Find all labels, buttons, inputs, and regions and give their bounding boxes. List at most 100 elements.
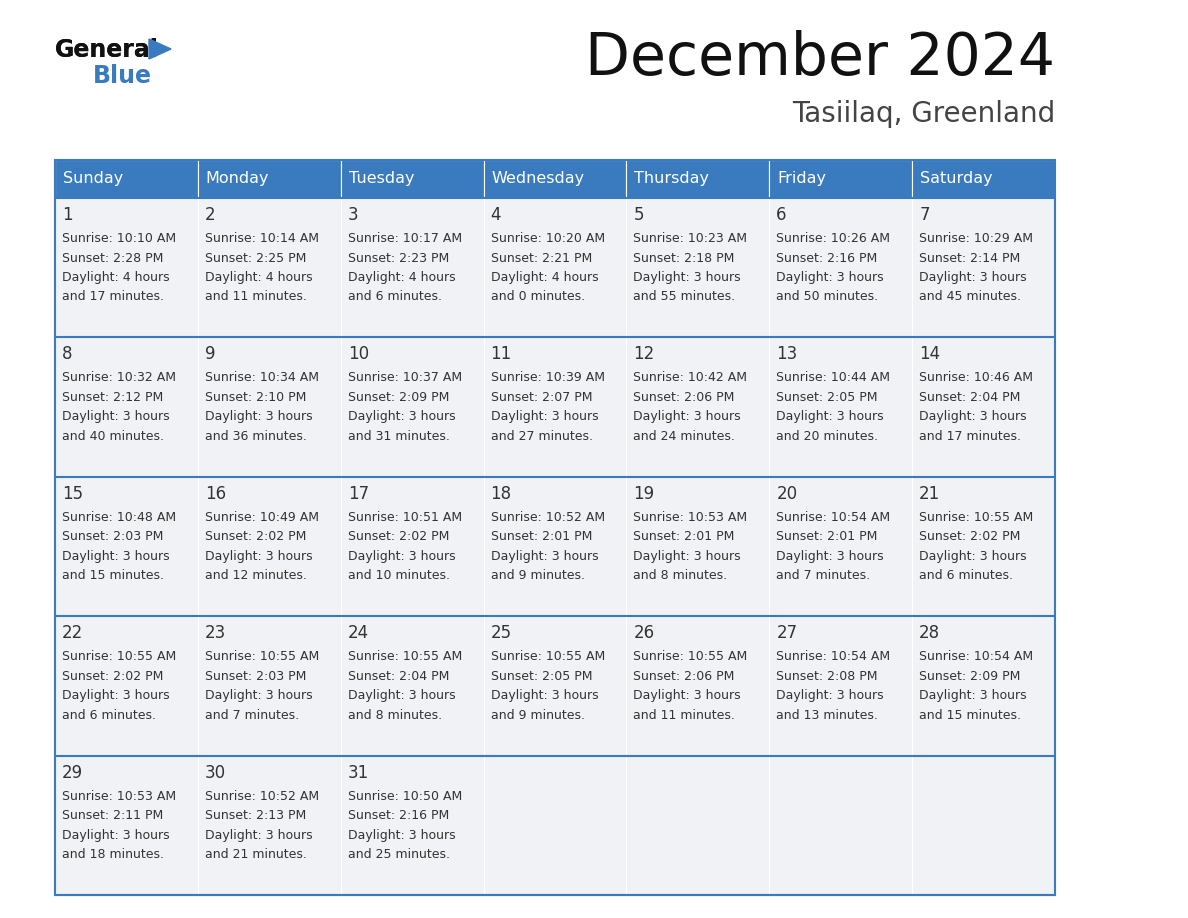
Text: Daylight: 3 hours: Daylight: 3 hours bbox=[348, 829, 455, 842]
Text: Sunset: 2:04 PM: Sunset: 2:04 PM bbox=[348, 670, 449, 683]
Bar bbox=[341, 160, 484, 198]
Text: Sunset: 2:13 PM: Sunset: 2:13 PM bbox=[204, 809, 307, 823]
Text: and 13 minutes.: and 13 minutes. bbox=[776, 709, 878, 722]
Text: and 7 minutes.: and 7 minutes. bbox=[204, 709, 299, 722]
Text: 20: 20 bbox=[776, 485, 797, 503]
Text: Sunset: 2:12 PM: Sunset: 2:12 PM bbox=[62, 391, 163, 404]
Text: and 18 minutes.: and 18 minutes. bbox=[62, 848, 164, 861]
Text: Daylight: 3 hours: Daylight: 3 hours bbox=[920, 271, 1026, 284]
Text: Monday: Monday bbox=[206, 172, 270, 186]
Text: Sunset: 2:14 PM: Sunset: 2:14 PM bbox=[920, 252, 1020, 264]
Bar bbox=[912, 198, 1055, 338]
Text: Sunrise: 10:55 AM: Sunrise: 10:55 AM bbox=[348, 650, 462, 663]
Polygon shape bbox=[148, 39, 171, 59]
Text: Daylight: 4 hours: Daylight: 4 hours bbox=[62, 271, 170, 284]
Text: 17: 17 bbox=[348, 485, 368, 503]
Text: Sunrise: 10:37 AM: Sunrise: 10:37 AM bbox=[348, 372, 462, 385]
Bar bbox=[912, 616, 1055, 756]
Text: 12: 12 bbox=[633, 345, 655, 364]
Text: Daylight: 3 hours: Daylight: 3 hours bbox=[348, 689, 455, 702]
Text: and 17 minutes.: and 17 minutes. bbox=[62, 290, 164, 304]
Bar bbox=[55, 756, 198, 895]
Text: and 12 minutes.: and 12 minutes. bbox=[204, 569, 307, 582]
Text: Daylight: 3 hours: Daylight: 3 hours bbox=[776, 689, 884, 702]
Text: and 31 minutes.: and 31 minutes. bbox=[348, 430, 449, 442]
Text: Sunset: 2:06 PM: Sunset: 2:06 PM bbox=[633, 391, 735, 404]
Text: Daylight: 3 hours: Daylight: 3 hours bbox=[62, 829, 170, 842]
Text: Sunrise: 10:55 AM: Sunrise: 10:55 AM bbox=[920, 510, 1034, 524]
Text: and 7 minutes.: and 7 minutes. bbox=[776, 569, 871, 582]
Text: 26: 26 bbox=[633, 624, 655, 643]
Bar bbox=[341, 198, 484, 338]
Text: and 0 minutes.: and 0 minutes. bbox=[491, 290, 584, 304]
Bar bbox=[341, 756, 484, 895]
Text: Daylight: 3 hours: Daylight: 3 hours bbox=[633, 271, 741, 284]
Text: Daylight: 3 hours: Daylight: 3 hours bbox=[920, 550, 1026, 563]
Text: Daylight: 3 hours: Daylight: 3 hours bbox=[633, 689, 741, 702]
Text: Sunrise: 10:20 AM: Sunrise: 10:20 AM bbox=[491, 232, 605, 245]
Text: Sunrise: 10:50 AM: Sunrise: 10:50 AM bbox=[348, 789, 462, 802]
Text: 19: 19 bbox=[633, 485, 655, 503]
Text: and 8 minutes.: and 8 minutes. bbox=[348, 709, 442, 722]
Text: 5: 5 bbox=[633, 206, 644, 224]
Text: Sunset: 2:09 PM: Sunset: 2:09 PM bbox=[348, 391, 449, 404]
Bar bbox=[770, 756, 912, 895]
Bar bbox=[55, 616, 198, 756]
Text: 1: 1 bbox=[62, 206, 72, 224]
Text: Daylight: 3 hours: Daylight: 3 hours bbox=[920, 689, 1026, 702]
Text: Sunset: 2:05 PM: Sunset: 2:05 PM bbox=[776, 391, 878, 404]
Text: Daylight: 3 hours: Daylight: 3 hours bbox=[491, 550, 599, 563]
Bar bbox=[626, 160, 770, 198]
Text: Daylight: 3 hours: Daylight: 3 hours bbox=[204, 689, 312, 702]
Text: 4: 4 bbox=[491, 206, 501, 224]
Bar bbox=[198, 338, 341, 476]
Text: Sunset: 2:04 PM: Sunset: 2:04 PM bbox=[920, 391, 1020, 404]
Text: Daylight: 3 hours: Daylight: 3 hours bbox=[62, 550, 170, 563]
Text: 16: 16 bbox=[204, 485, 226, 503]
Text: and 21 minutes.: and 21 minutes. bbox=[204, 848, 307, 861]
Text: 13: 13 bbox=[776, 345, 797, 364]
Text: Sunrise: 10:29 AM: Sunrise: 10:29 AM bbox=[920, 232, 1034, 245]
Text: Sunset: 2:10 PM: Sunset: 2:10 PM bbox=[204, 391, 307, 404]
Text: 2: 2 bbox=[204, 206, 215, 224]
Bar bbox=[341, 338, 484, 476]
Text: Sunrise: 10:48 AM: Sunrise: 10:48 AM bbox=[62, 510, 176, 524]
Text: Daylight: 3 hours: Daylight: 3 hours bbox=[348, 550, 455, 563]
Text: Sunrise: 10:55 AM: Sunrise: 10:55 AM bbox=[204, 650, 320, 663]
Bar bbox=[770, 476, 912, 616]
Text: 11: 11 bbox=[491, 345, 512, 364]
Text: Sunset: 2:01 PM: Sunset: 2:01 PM bbox=[776, 531, 878, 543]
Text: Saturday: Saturday bbox=[921, 172, 993, 186]
Text: and 17 minutes.: and 17 minutes. bbox=[920, 430, 1022, 442]
Bar bbox=[770, 616, 912, 756]
Text: Sunrise: 10:52 AM: Sunrise: 10:52 AM bbox=[491, 510, 605, 524]
Text: Sunrise: 10:23 AM: Sunrise: 10:23 AM bbox=[633, 232, 747, 245]
Text: Sunrise: 10:54 AM: Sunrise: 10:54 AM bbox=[776, 650, 891, 663]
Bar bbox=[55, 338, 198, 476]
Bar bbox=[198, 616, 341, 756]
Text: Thursday: Thursday bbox=[634, 172, 709, 186]
Bar bbox=[626, 198, 770, 338]
Text: Sunset: 2:11 PM: Sunset: 2:11 PM bbox=[62, 809, 163, 823]
Text: and 6 minutes.: and 6 minutes. bbox=[62, 709, 156, 722]
Text: Sunrise: 10:39 AM: Sunrise: 10:39 AM bbox=[491, 372, 605, 385]
Text: Daylight: 3 hours: Daylight: 3 hours bbox=[633, 410, 741, 423]
Bar bbox=[198, 160, 341, 198]
Text: Sunset: 2:25 PM: Sunset: 2:25 PM bbox=[204, 252, 307, 264]
Text: Daylight: 3 hours: Daylight: 3 hours bbox=[348, 410, 455, 423]
Text: Sunrise: 10:34 AM: Sunrise: 10:34 AM bbox=[204, 372, 318, 385]
Text: 28: 28 bbox=[920, 624, 940, 643]
Text: and 24 minutes.: and 24 minutes. bbox=[633, 430, 735, 442]
Text: Sunset: 2:16 PM: Sunset: 2:16 PM bbox=[776, 252, 878, 264]
Text: Tasiilaq, Greenland: Tasiilaq, Greenland bbox=[791, 100, 1055, 128]
Text: Daylight: 3 hours: Daylight: 3 hours bbox=[62, 689, 170, 702]
Text: 22: 22 bbox=[62, 624, 83, 643]
Text: Sunset: 2:01 PM: Sunset: 2:01 PM bbox=[633, 531, 735, 543]
Text: Friday: Friday bbox=[777, 172, 827, 186]
Text: Sunrise: 10:53 AM: Sunrise: 10:53 AM bbox=[62, 789, 176, 802]
Bar bbox=[198, 756, 341, 895]
Text: Daylight: 3 hours: Daylight: 3 hours bbox=[491, 689, 599, 702]
Text: 8: 8 bbox=[62, 345, 72, 364]
Text: 14: 14 bbox=[920, 345, 940, 364]
Text: and 40 minutes.: and 40 minutes. bbox=[62, 430, 164, 442]
